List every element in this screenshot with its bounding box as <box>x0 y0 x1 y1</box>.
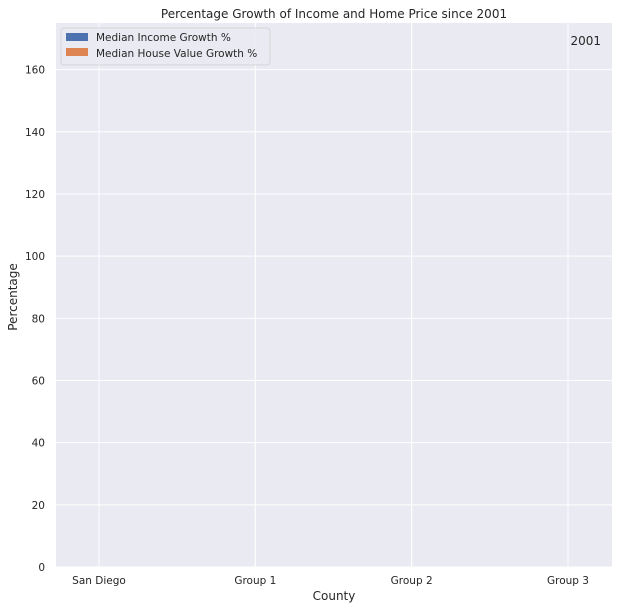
legend: Median Income Growth % Median House Valu… <box>60 27 271 66</box>
year-annotation: 2001 <box>570 34 601 48</box>
y-tick-label: 0 <box>38 562 45 574</box>
y-tick-label: 20 <box>32 500 45 512</box>
x-tick-label: Group 1 <box>234 575 276 587</box>
x-axis-ticks: San Diego Group 1 Group 2 Group 3 <box>72 575 589 587</box>
y-tick-label: 40 <box>32 438 45 450</box>
chart-title: Percentage Growth of Income and Home Pri… <box>161 7 507 21</box>
legend-label-house-value: Median House Value Growth % <box>96 48 257 60</box>
plot-area <box>56 23 612 567</box>
legend-swatch-income <box>66 33 88 41</box>
x-tick-label: Group 3 <box>547 575 589 587</box>
y-tick-label: 120 <box>25 189 45 201</box>
y-axis-ticks: 0 20 40 60 80 100 120 140 160 <box>25 65 45 574</box>
x-tick-label: San Diego <box>72 575 126 587</box>
y-tick-label: 140 <box>25 127 45 139</box>
y-axis-label: Percentage <box>6 263 20 331</box>
grid-lines <box>56 23 612 568</box>
legend-label-income: Median Income Growth % <box>96 32 231 44</box>
legend-frame <box>60 27 271 66</box>
legend-swatch-house-value <box>66 48 88 56</box>
y-tick-label: 80 <box>32 313 45 325</box>
y-tick-label: 100 <box>25 251 45 263</box>
y-tick-label: 60 <box>32 375 45 387</box>
y-tick-label: 160 <box>25 65 45 77</box>
x-axis-label: County <box>313 589 356 603</box>
x-tick-label: Group 2 <box>391 575 433 587</box>
